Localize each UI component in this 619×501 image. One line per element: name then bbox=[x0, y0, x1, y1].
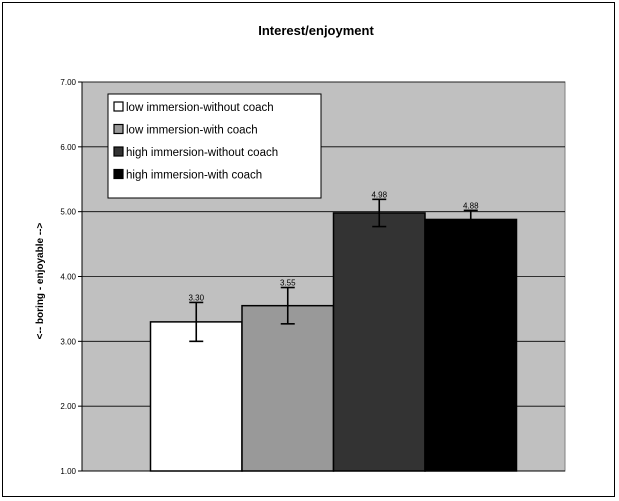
data-label: 4.98 bbox=[371, 190, 387, 199]
legend-swatch bbox=[113, 123, 124, 135]
data-label: 4.88 bbox=[463, 201, 479, 210]
legend-label: low immersion-with coach bbox=[126, 125, 258, 137]
chart-frame: Interest/enjoyment 1.00 2.00 3.00 4.00 5.00 6… bbox=[2, 2, 615, 497]
chart-svg: Interest/enjoyment 1.00 2.00 3.00 4.00 5.00 6… bbox=[35, 23, 566, 476]
legend-box bbox=[107, 93, 322, 199]
y-tick-label: 2.00 bbox=[60, 402, 76, 411]
chart-title: Interest/enjoyment bbox=[258, 23, 374, 38]
legend-swatch bbox=[113, 101, 124, 112]
bar bbox=[241, 304, 335, 472]
legend-label: high immersion-without coach bbox=[126, 147, 278, 159]
legend-label: low immersion-without coach bbox=[126, 102, 274, 114]
y-tick-label: 4.00 bbox=[60, 273, 76, 282]
y-tick-label: 3.00 bbox=[60, 337, 76, 346]
legend-swatch bbox=[113, 168, 124, 180]
y-tick-label: 5.00 bbox=[60, 208, 76, 217]
y-tick-label: 6.00 bbox=[60, 143, 76, 152]
data-label: 3.55 bbox=[280, 279, 296, 288]
plot-area: 1.00 2.00 3.00 4.00 5.00 6.00 7.00 3.30 3.55 4.98… bbox=[60, 78, 566, 476]
y-tick-label: 1.00 bbox=[60, 467, 76, 476]
legend-swatch bbox=[113, 146, 124, 157]
bar bbox=[332, 212, 426, 472]
y-axis-label: <-- boring - enjoyable --> bbox=[35, 223, 46, 340]
data-label: 3.30 bbox=[188, 293, 204, 302]
bar bbox=[424, 218, 518, 472]
bar bbox=[149, 321, 243, 472]
legend-label: high immersion-with coach bbox=[126, 170, 262, 182]
y-tick-label: 7.00 bbox=[60, 78, 76, 87]
legend: low immersion-without coach low immersion… bbox=[107, 93, 322, 199]
